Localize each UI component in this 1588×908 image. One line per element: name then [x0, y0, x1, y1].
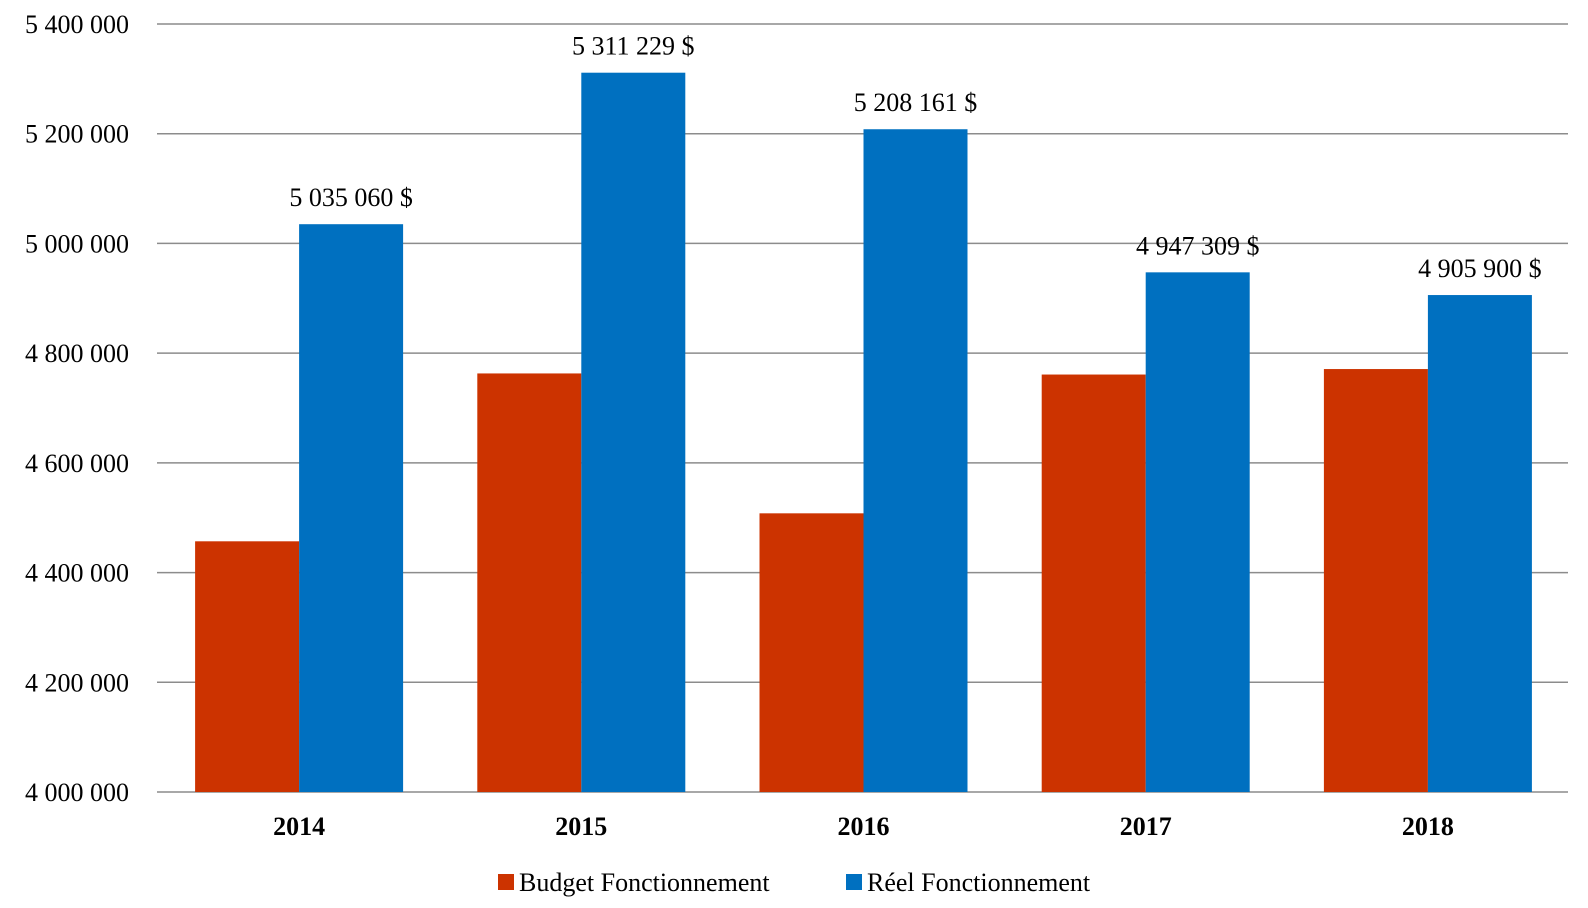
y-tick-label: 4 600 000 — [25, 449, 129, 478]
reel-bar-2015 — [581, 72, 686, 792]
legend: Budget Fonctionnement Réel Fonctionnement — [498, 868, 1091, 897]
reel-bar-2018 — [1427, 295, 1532, 792]
data-label-2017: 4 947 309 $ — [1136, 231, 1260, 260]
x-tick-label-2018: 2018 — [1402, 812, 1454, 841]
y-tick-label: 4 800 000 — [25, 339, 129, 368]
bars — [195, 72, 1532, 792]
x-tick-label-2017: 2017 — [1120, 812, 1172, 841]
legend-swatch-0 — [498, 874, 514, 890]
budget-bar-2014 — [195, 541, 300, 792]
y-tick-label: 4 400 000 — [25, 559, 129, 588]
legend-label-1: Réel Fonctionnement — [867, 868, 1091, 897]
budget-bar-2015 — [477, 373, 582, 792]
x-tick-label-2015: 2015 — [555, 812, 607, 841]
data-label-2018: 4 905 900 $ — [1418, 254, 1542, 283]
x-axis-category-labels: 2014 2015 2016 2017 2018 — [273, 812, 1454, 841]
y-tick-label: 5 000 000 — [25, 229, 129, 258]
reel-bar-2017 — [1145, 272, 1250, 792]
y-axis-tick-labels: 4 000 000 4 200 000 4 400 000 4 600 000 4 80… — [25, 10, 129, 807]
x-tick-label-2016: 2016 — [838, 812, 890, 841]
legend-label-0: Budget Fonctionnement — [519, 868, 770, 897]
data-label-2014: 5 035 060 $ — [289, 183, 413, 212]
data-label-2015: 5 311 229 $ — [572, 32, 695, 61]
data-labels: 5 035 060 $ 5 311 229 $ 5 208 161 $ 4 947 3… — [289, 32, 1541, 283]
budget-bar-2018 — [1323, 369, 1428, 792]
legend-swatch-1 — [846, 874, 862, 890]
reel-bar-2016 — [863, 129, 968, 792]
budget-bar-2017 — [1041, 374, 1146, 792]
data-label-2016: 5 208 161 $ — [854, 88, 978, 117]
x-tick-label-2014: 2014 — [273, 812, 325, 841]
budget-bar-2016 — [759, 513, 864, 792]
reel-bar-2014 — [299, 224, 404, 792]
y-tick-label: 4 200 000 — [25, 668, 129, 697]
y-tick-label: 5 400 000 — [25, 10, 129, 39]
y-tick-label: 5 200 000 — [25, 120, 129, 149]
y-tick-label: 4 000 000 — [25, 778, 129, 807]
